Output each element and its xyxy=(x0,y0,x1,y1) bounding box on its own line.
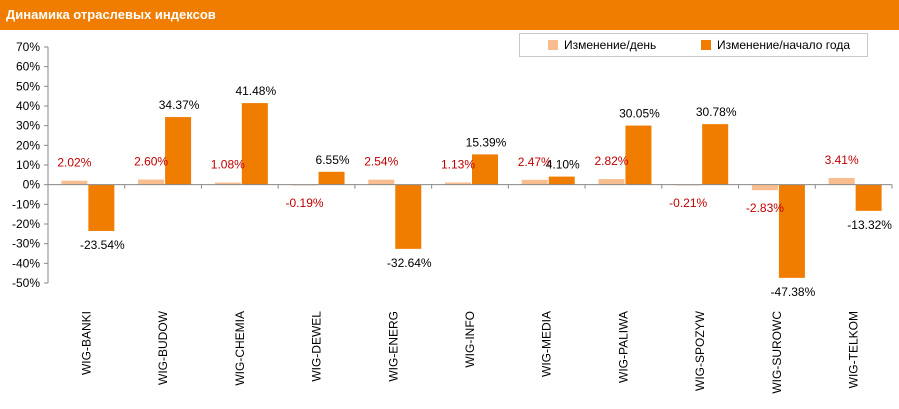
data-label-ytd: -47.38% xyxy=(771,285,816,299)
y-tick-label: 20% xyxy=(16,138,40,152)
y-tick-label: 30% xyxy=(16,119,40,133)
legend-label-daily: Изменение/день xyxy=(564,38,657,52)
category-label: WIG-SUROWC xyxy=(770,311,784,394)
bar-daily xyxy=(445,182,471,185)
data-label-ytd: 34.37% xyxy=(159,98,200,112)
data-label-daily: 2.02% xyxy=(57,156,91,170)
data-label-daily: -2.83% xyxy=(746,201,784,215)
category-label: WIG-BANKI xyxy=(79,311,93,375)
bar-ytd xyxy=(88,184,115,231)
category-label: WIG-DEWEL xyxy=(310,311,324,382)
category-label: WIG-SPOZYW xyxy=(693,310,707,391)
legend-item-ytd: Изменение/начало года xyxy=(701,38,850,52)
data-label-daily: 3.41% xyxy=(825,153,859,167)
data-label-daily: -0.19% xyxy=(286,196,324,210)
data-label-ytd: 30.78% xyxy=(696,105,737,119)
data-label-ytd: 6.55% xyxy=(316,153,350,167)
category-label: WIG-PALIWA xyxy=(616,311,630,383)
data-label-ytd: -13.32% xyxy=(847,218,892,232)
bar-ytd xyxy=(702,124,729,185)
y-tick-label: -20% xyxy=(12,217,40,231)
legend-swatch-ytd xyxy=(701,40,711,50)
data-label-daily: 2.47% xyxy=(518,155,552,169)
data-label-daily: 2.60% xyxy=(134,155,168,169)
y-tick-label: -30% xyxy=(12,237,40,251)
bar-daily xyxy=(214,182,241,185)
chart-legend: Изменение/день Изменение/начало года xyxy=(519,33,868,57)
bar-daily xyxy=(138,179,165,185)
data-label-ytd: 41.48% xyxy=(235,84,276,98)
y-tick-label: 70% xyxy=(16,40,40,54)
y-tick-label: 0% xyxy=(23,178,41,192)
data-label-daily: -0.21% xyxy=(669,196,707,210)
chart-title-bar: Динамика отраслевых индексов xyxy=(0,0,899,30)
bar-ytd xyxy=(165,117,192,185)
category-label: WIG-TELKOM xyxy=(847,311,861,388)
category-label: WIG-CHEMIA xyxy=(233,311,247,386)
bar-ytd xyxy=(241,103,268,185)
category-label: WIG-BUDOW xyxy=(156,310,170,385)
bar-ytd xyxy=(395,184,422,249)
bar-daily xyxy=(521,179,548,185)
y-tick-label: 50% xyxy=(16,79,40,93)
data-label-ytd: 4.10% xyxy=(546,158,580,172)
data-label-daily: 2.54% xyxy=(364,155,398,169)
bar-ytd xyxy=(625,125,652,185)
data-label-daily: 2.82% xyxy=(594,154,628,168)
chart-title: Динамика отраслевых индексов xyxy=(6,7,216,22)
bar-daily xyxy=(598,179,625,185)
data-label-ytd: 30.05% xyxy=(619,107,660,121)
data-label-ytd: 15.39% xyxy=(466,135,507,149)
data-label-daily: 1.13% xyxy=(441,157,475,171)
data-label-ytd: -32.64% xyxy=(387,256,432,270)
bar-ytd xyxy=(778,184,805,278)
bar-ytd xyxy=(548,176,575,185)
legend-item-daily: Изменение/день xyxy=(548,38,656,52)
bar-daily xyxy=(828,177,855,185)
category-label: WIG-MEDIA xyxy=(540,311,554,377)
bar-ytd xyxy=(855,184,882,211)
y-tick-label: 40% xyxy=(16,99,40,113)
data-label-ytd: -23.54% xyxy=(80,238,125,252)
category-label: WIG-ENERG xyxy=(386,311,400,382)
bar-daily xyxy=(751,184,778,191)
y-tick-label: -10% xyxy=(12,197,40,211)
bar-ytd xyxy=(318,171,345,185)
bar-ytd xyxy=(472,154,498,185)
y-tick-label: 10% xyxy=(16,158,40,172)
category-label: WIG-INFO xyxy=(463,311,477,368)
y-tick-label: -50% xyxy=(12,276,40,290)
y-tick-label: -40% xyxy=(12,256,40,270)
bar-daily xyxy=(368,179,395,185)
data-label-daily: 1.08% xyxy=(211,158,245,172)
legend-label-ytd: Изменение/начало года xyxy=(717,38,850,52)
bar-daily xyxy=(61,180,88,185)
y-tick-label: 60% xyxy=(16,60,40,74)
legend-swatch-daily xyxy=(548,40,558,50)
